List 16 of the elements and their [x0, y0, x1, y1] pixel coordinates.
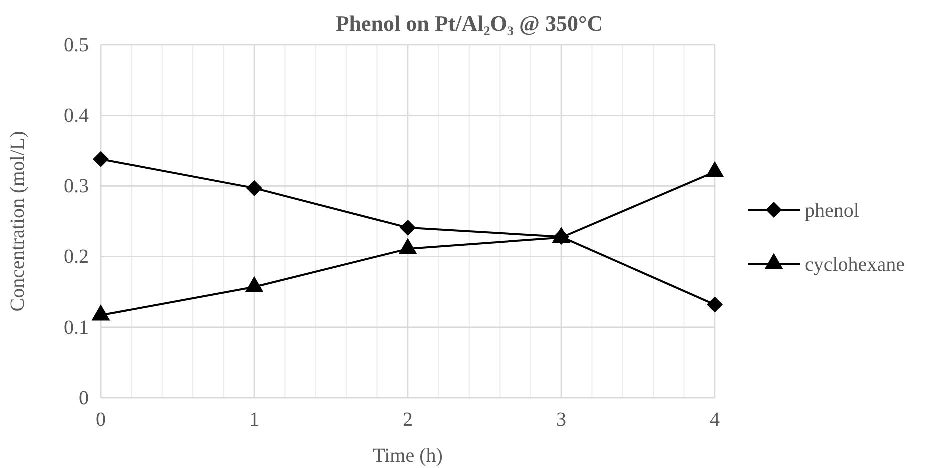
x-tick-label: 1 [250, 409, 260, 432]
x-tick-label: 2 [403, 409, 413, 432]
x-axis-title: Time (h) [373, 445, 443, 467]
legend-label: cyclohexane [805, 254, 906, 276]
x-tick-label: 3 [556, 409, 566, 432]
legend-label: phenol [805, 200, 860, 222]
y-tick-label: 0.1 [64, 316, 89, 339]
y-tick-label: 0.4 [64, 105, 89, 127]
y-tick-label: 0.5 [64, 34, 89, 56]
x-tick-label: 4 [710, 409, 720, 432]
y-tick-label: 0 [79, 387, 89, 410]
y-tick-label: 0.2 [64, 246, 89, 268]
x-tick-label: 0 [96, 409, 106, 432]
chart-title: Phenol on Pt/Al₂O₃ @ 350°C [336, 11, 604, 36]
y-axis-title: Concentration (mol/L) [7, 131, 29, 312]
y-tick-label: 0.3 [64, 176, 89, 198]
